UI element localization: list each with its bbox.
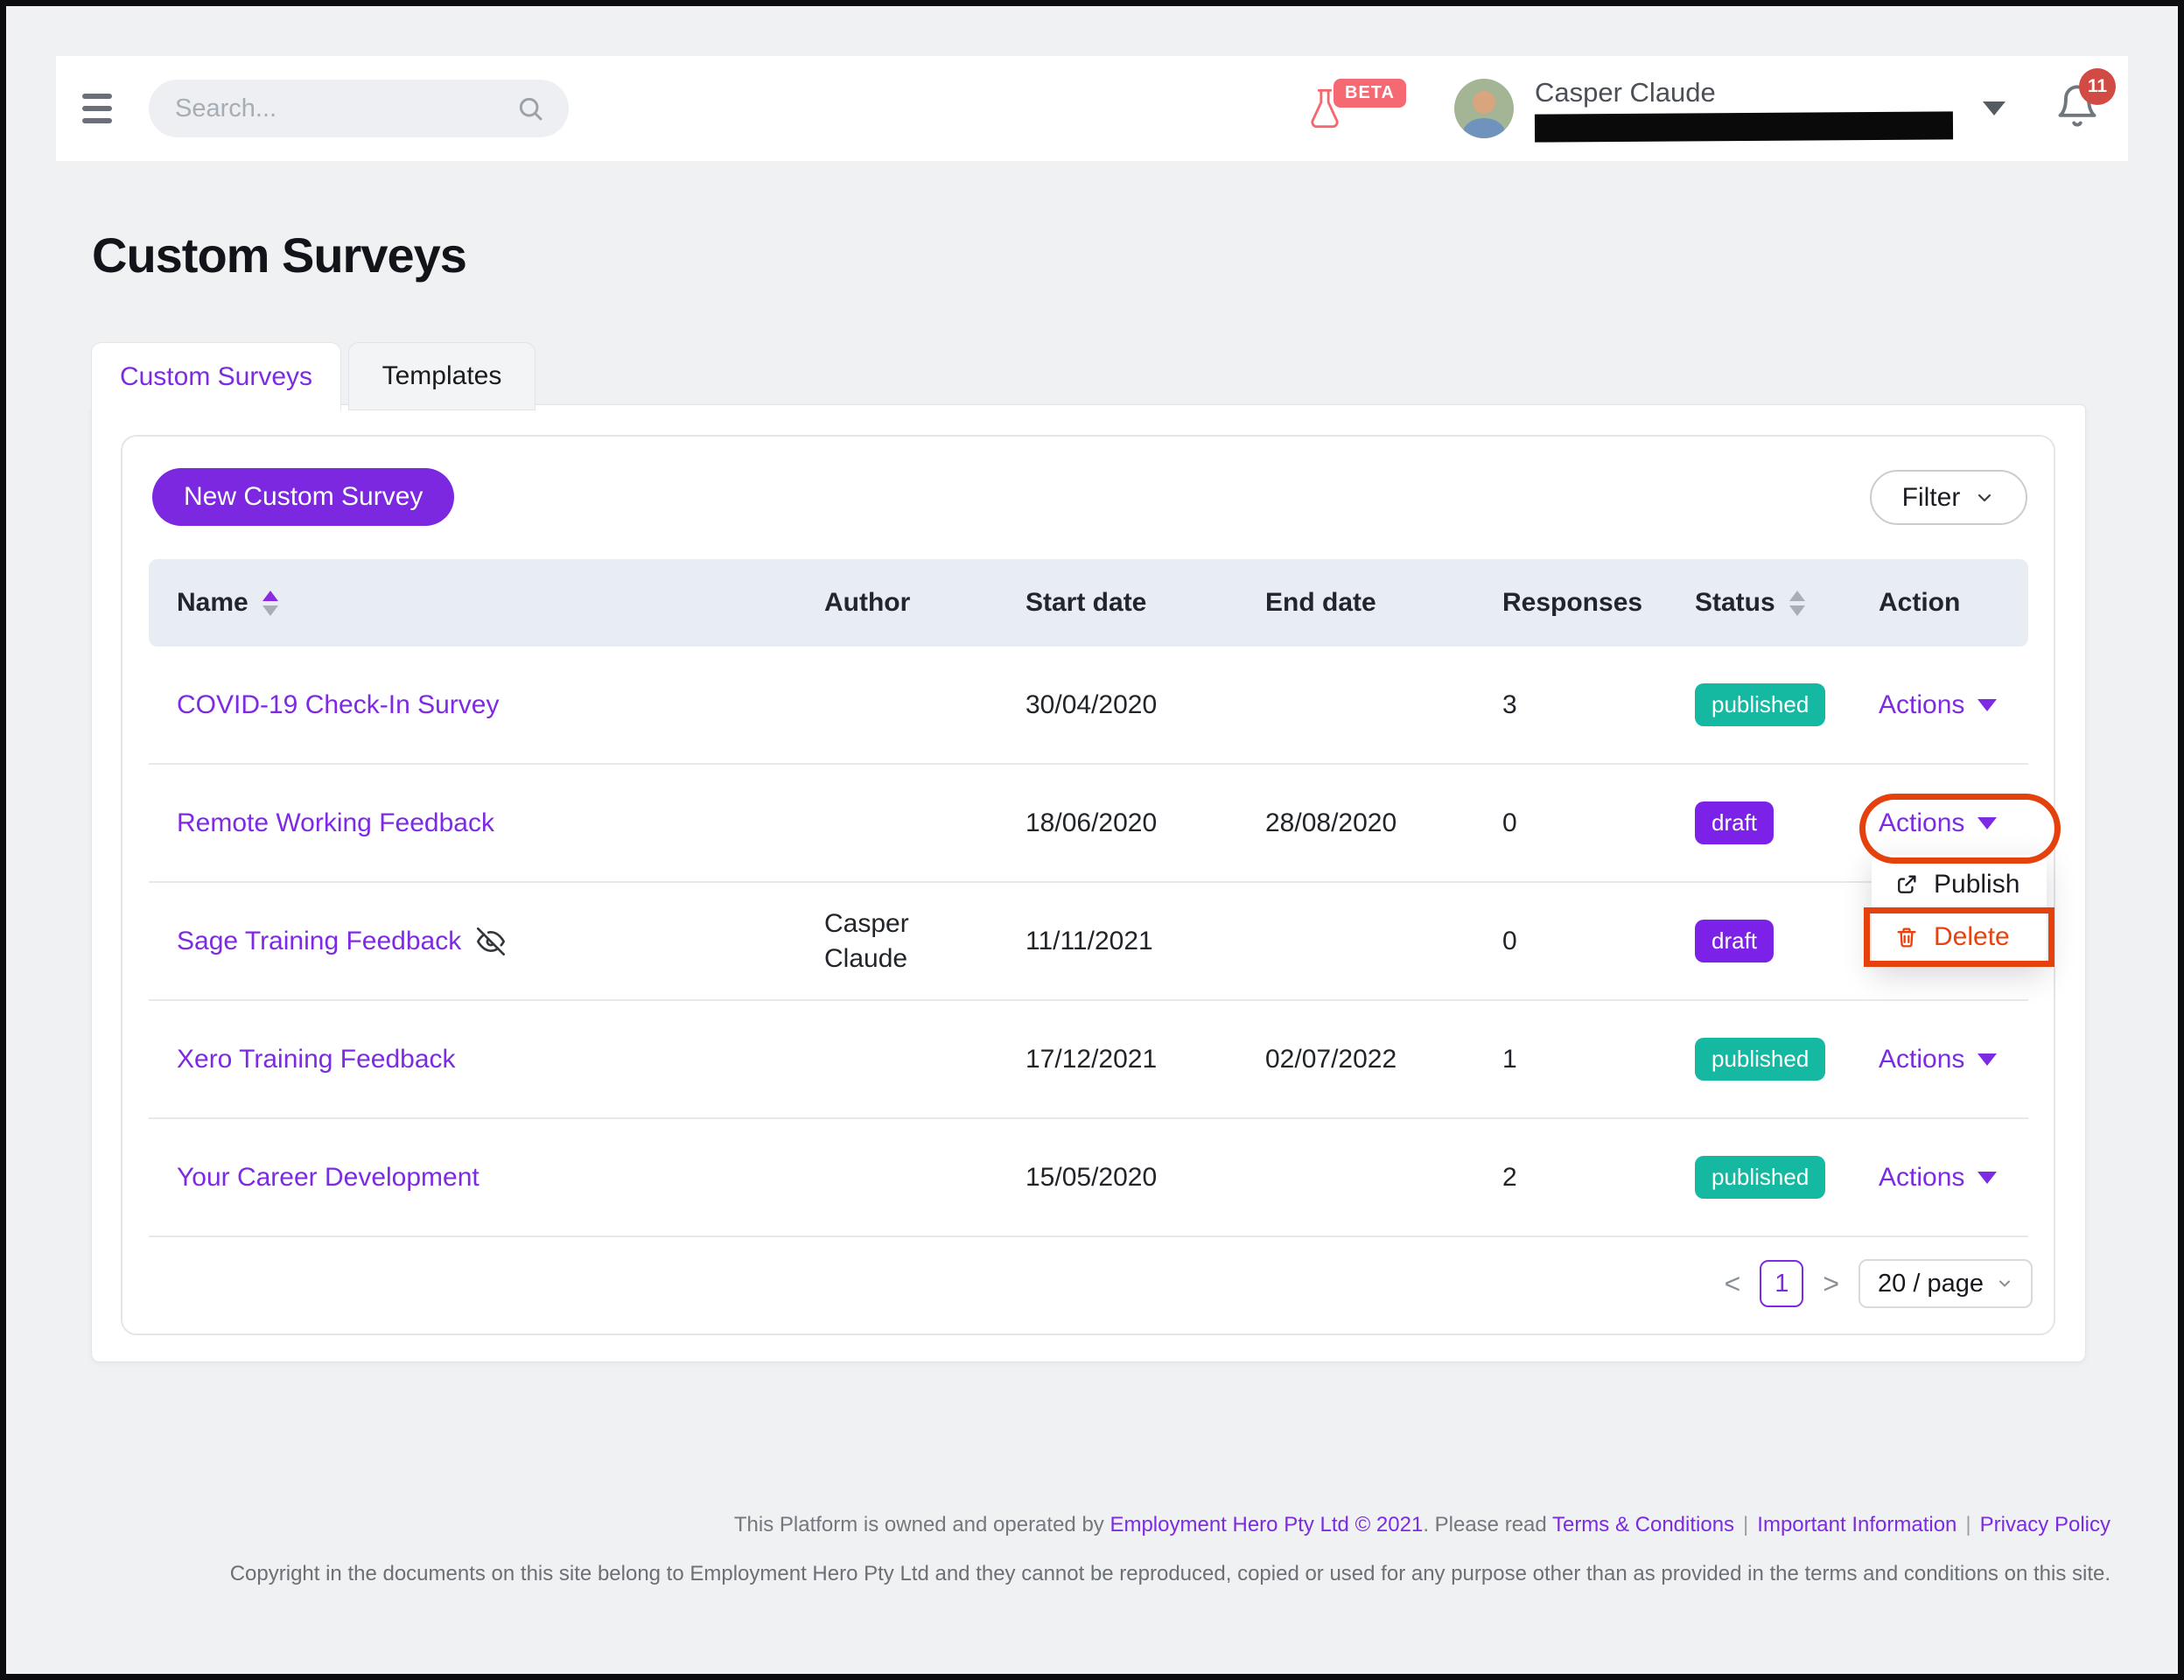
terms-conditions-link[interactable]: Terms & Conditions [1551, 1513, 1735, 1536]
new-custom-survey-button[interactable]: New Custom Survey [152, 468, 455, 526]
survey-name-link[interactable]: COVID-19 Check-In Survey [177, 690, 500, 719]
chevron-down-icon [1978, 494, 1992, 501]
important-information-link[interactable]: Important Information [1757, 1513, 1957, 1536]
eye-off-icon [477, 927, 506, 956]
redacted-email-overlay [1534, 110, 1954, 143]
survey-name-link[interactable]: Your Career Development [177, 1162, 480, 1192]
status-badge: published [1695, 1038, 1826, 1081]
surveys-card: New Custom Survey Filter Name Author Sta… [121, 435, 2061, 1335]
start-date-cell: 30/04/2020 [1026, 690, 1158, 719]
flask-icon [1311, 88, 1339, 129]
table-row: Remote Working Feedback 18/06/2020 28/08… [149, 765, 2028, 883]
filter-label: Filter [1901, 482, 1961, 512]
table-row: Sage Training Feedback Casper Claude 11/… [149, 883, 2028, 1001]
responses-cell: 1 [1502, 1044, 1517, 1074]
tab-bar: Custom Surveys Templates [91, 342, 536, 410]
search-bar[interactable] [149, 80, 569, 137]
sort-icons-name[interactable] [262, 590, 278, 616]
column-header-author: Author [824, 588, 911, 617]
column-header-responses: Responses [1502, 588, 1643, 617]
trash-icon [1897, 928, 1916, 948]
footer: This Platform is owned and operated by E… [6, 1513, 2110, 1586]
start-date-cell: 11/11/2021 [1026, 926, 1153, 956]
chevron-down-icon [1978, 1053, 1998, 1066]
user-name: Casper Claude [1535, 76, 1716, 108]
user-menu[interactable]: Casper Claude [1534, 76, 1954, 143]
sort-desc-icon [262, 605, 278, 616]
page-size-select[interactable]: 20 / page [1858, 1259, 2033, 1308]
end-date-cell: 28/08/2020 [1265, 808, 1397, 837]
chevron-down-icon [1978, 816, 1998, 830]
table-row: Xero Training Feedback 17/12/2021 02/07/… [149, 1001, 2028, 1119]
survey-name-link[interactable]: Remote Working Feedback [177, 808, 494, 837]
tab-custom-surveys[interactable]: Custom Surveys [91, 342, 341, 410]
previous-page-button[interactable]: < [1724, 1267, 1741, 1299]
avatar[interactable] [1454, 79, 1514, 138]
actions-dropdown-menu: Publish Delete [1872, 855, 2047, 967]
pagination: < 1 > 20 / page [1725, 1259, 2033, 1308]
start-date-cell: 15/05/2020 [1026, 1162, 1158, 1192]
beta-feature-indicator: BETA [1307, 72, 1406, 145]
status-badge: published [1695, 683, 1826, 726]
chevron-down-icon [1978, 698, 1998, 711]
status-badge: draft [1695, 920, 1774, 962]
menu-item-publish[interactable]: Publish [1872, 858, 2047, 911]
sort-asc-icon [1788, 590, 1805, 601]
start-date-cell: 17/12/2021 [1026, 1044, 1158, 1074]
beta-badge: BETA [1334, 79, 1406, 108]
table-row: Your Career Development 15/05/2020 2 pub… [149, 1119, 2028, 1237]
notification-count-badge: 11 [2079, 68, 2116, 105]
notifications-button[interactable]: 11 [2054, 68, 2116, 136]
page-title: Custom Surveys [92, 228, 467, 283]
responses-cell: 0 [1502, 808, 1517, 837]
search-input[interactable] [173, 93, 516, 124]
publish-icon [1898, 875, 1916, 893]
search-icon [516, 94, 544, 122]
menu-item-delete[interactable]: Delete [1872, 911, 2047, 963]
chevron-down-icon [1978, 1171, 1998, 1184]
chevron-down-icon [1999, 1280, 2010, 1287]
column-header-end-date: End date [1265, 588, 1376, 617]
employment-hero-link[interactable]: Employment Hero Pty Ltd © 2021 [1110, 1513, 1424, 1536]
actions-dropdown-button[interactable]: Actions [1879, 1045, 1998, 1074]
column-header-action: Action [1879, 588, 1961, 617]
filter-button[interactable]: Filter [1870, 470, 2027, 525]
survey-name-link[interactable]: Xero Training Feedback [177, 1044, 456, 1074]
author-cell: Casper Claude [824, 908, 909, 973]
hamburger-menu-icon[interactable] [82, 94, 112, 123]
next-page-button[interactable]: > [1823, 1267, 1840, 1299]
responses-cell: 0 [1502, 926, 1517, 956]
start-date-cell: 18/06/2020 [1026, 808, 1158, 837]
surveys-table: Name Author Start date End date Response… [149, 559, 2028, 1237]
privacy-policy-link[interactable]: Privacy Policy [1979, 1513, 2110, 1536]
actions-dropdown-button[interactable]: Actions [1879, 690, 1998, 720]
actions-dropdown-button[interactable]: Actions [1879, 1163, 1998, 1193]
chevron-down-icon[interactable] [1983, 102, 2006, 116]
responses-cell: 2 [1502, 1162, 1517, 1192]
actions-dropdown-button[interactable]: Actions [1879, 808, 1998, 838]
table-row: COVID-19 Check-In Survey 30/04/2020 3 pu… [149, 647, 2028, 765]
survey-name-link[interactable]: Sage Training Feedback [177, 926, 462, 956]
end-date-cell: 02/07/2022 [1265, 1044, 1397, 1074]
status-badge: draft [1695, 802, 1774, 844]
footer-line1: This Platform is owned and operated by E… [733, 1513, 2110, 1536]
column-header-start-date: Start date [1026, 588, 1147, 617]
responses-cell: 3 [1502, 690, 1517, 719]
sort-asc-icon [262, 590, 278, 601]
footer-line2: Copyright in the documents on this site … [229, 1562, 2110, 1586]
sort-icons-status[interactable] [1788, 590, 1805, 616]
topbar: BETA Casper Claude 11 [56, 56, 2128, 161]
tab-templates[interactable]: Templates [348, 342, 536, 410]
sort-desc-icon [1788, 605, 1805, 616]
column-header-name[interactable]: Name [149, 588, 796, 618]
status-badge: published [1695, 1156, 1826, 1199]
column-header-status[interactable]: Status [1667, 588, 1851, 618]
table-header-row: Name Author Start date End date Response… [149, 559, 2028, 647]
current-page-button[interactable]: 1 [1760, 1260, 1804, 1307]
